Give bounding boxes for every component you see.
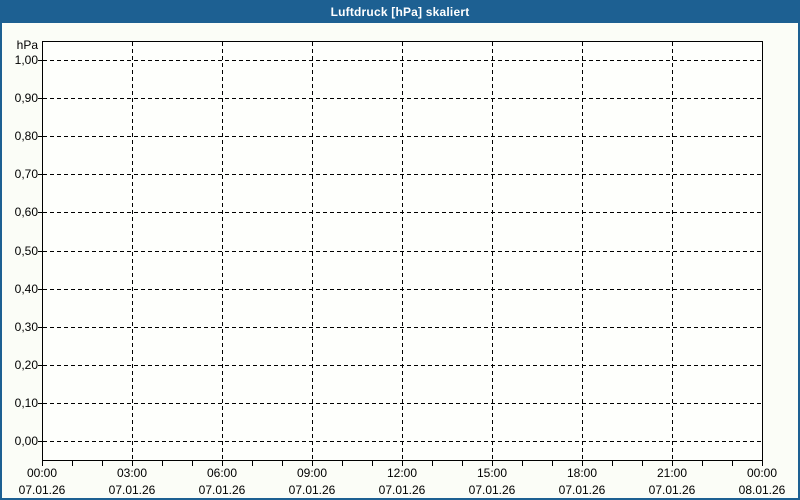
- x-tick-date-label: 07.01.26: [288, 483, 336, 497]
- chart-title: Luftdruck [hPa] skaliert: [330, 5, 470, 19]
- y-axis-unit-label: hPa: [16, 38, 38, 52]
- chart-title-bar: Luftdruck [hPa] skaliert: [2, 2, 798, 23]
- x-tick-time-label: 00:00: [26, 466, 58, 480]
- x-tick-time-label: 12:00: [386, 466, 418, 480]
- x-tick-date-label: 07.01.26: [468, 483, 516, 497]
- x-tick-time-label: 15:00: [476, 466, 508, 480]
- y-axis-tick: [38, 60, 42, 61]
- x-axis-tick: [42, 461, 43, 466]
- gridline-vertical: [312, 42, 313, 460]
- gridline-vertical: [222, 42, 223, 460]
- y-tick-label: 0,50: [14, 244, 38, 258]
- y-axis-tick: [38, 441, 42, 442]
- x-axis-tick: [462, 461, 463, 466]
- x-tick-time-label: 06:00: [206, 466, 238, 480]
- x-axis-tick: [672, 461, 673, 466]
- x-axis-tick: [162, 461, 163, 466]
- x-tick-date-label: 07.01.26: [108, 483, 156, 497]
- gridline-vertical: [582, 42, 583, 460]
- y-axis-tick: [38, 251, 42, 252]
- x-tick-time-label: 21:00: [656, 466, 688, 480]
- x-axis-tick: [372, 461, 373, 466]
- x-tick-date-label: 08.01.26: [738, 483, 786, 497]
- y-axis-tick: [38, 403, 42, 404]
- y-axis-tick: [38, 98, 42, 99]
- x-axis-tick: [282, 461, 283, 466]
- gridline-vertical: [132, 42, 133, 460]
- x-axis-tick: [72, 461, 73, 466]
- gridline-vertical: [672, 42, 673, 460]
- y-tick-label: 0,70: [14, 167, 38, 181]
- x-axis-tick: [552, 461, 553, 466]
- x-tick-time-label: 00:00: [746, 466, 778, 480]
- x-axis-tick: [732, 461, 733, 466]
- y-tick-label: 1,00: [14, 53, 38, 67]
- x-tick-date-label: 07.01.26: [378, 483, 426, 497]
- x-axis-tick: [612, 461, 613, 466]
- x-tick-date-label: 07.01.26: [648, 483, 696, 497]
- y-tick-label: 0,90: [14, 91, 38, 105]
- x-tick-date-label: 07.01.26: [18, 483, 66, 497]
- y-axis-tick: [38, 289, 42, 290]
- x-axis-tick: [642, 461, 643, 466]
- y-tick-label: 0,10: [14, 396, 38, 410]
- y-tick-label: 0,40: [14, 282, 38, 296]
- x-axis-tick: [132, 461, 133, 466]
- x-tick-date-label: 07.01.26: [198, 483, 246, 497]
- y-axis-tick: [38, 365, 42, 366]
- y-tick-label: 0,60: [14, 205, 38, 219]
- x-axis-tick: [702, 461, 703, 466]
- gridline-vertical: [402, 42, 403, 460]
- x-axis-tick: [102, 461, 103, 466]
- x-axis-tick: [252, 461, 253, 466]
- x-axis-tick: [582, 461, 583, 466]
- y-tick-label: 0,00: [14, 434, 38, 448]
- y-axis-tick: [38, 174, 42, 175]
- x-axis-tick: [492, 461, 493, 466]
- gridline-vertical: [492, 42, 493, 460]
- x-axis-tick: [222, 461, 223, 466]
- y-axis-tick: [38, 327, 42, 328]
- x-axis-tick: [312, 461, 313, 466]
- x-axis-tick: [342, 461, 343, 466]
- x-axis-tick: [402, 461, 403, 466]
- y-tick-label: 0,30: [14, 320, 38, 334]
- x-tick-time-label: 03:00: [116, 466, 148, 480]
- x-axis-tick: [762, 461, 763, 466]
- x-tick-time-label: 09:00: [296, 466, 328, 480]
- x-axis-tick: [192, 461, 193, 466]
- x-tick-date-label: 07.01.26: [558, 483, 606, 497]
- y-axis-tick: [38, 212, 42, 213]
- x-axis-tick: [522, 461, 523, 466]
- y-axis-tick: [38, 136, 42, 137]
- x-tick-time-label: 18:00: [566, 466, 598, 480]
- y-tick-label: 0,80: [14, 129, 38, 143]
- x-axis-tick: [432, 461, 433, 466]
- y-tick-label: 0,20: [14, 358, 38, 372]
